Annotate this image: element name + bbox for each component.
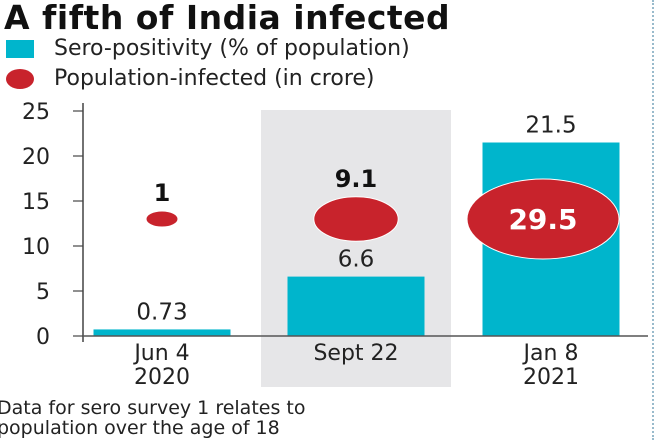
highlight-band <box>261 110 451 387</box>
y-tick-label: 15 <box>22 190 50 215</box>
legend-swatch-circle <box>6 68 34 89</box>
legend-swatch-bar <box>6 39 34 58</box>
footnote-line: Data for sero survey 1 relates to <box>0 397 306 419</box>
bar-value-label: 6.6 <box>338 247 375 273</box>
y-tick-label: 25 <box>22 100 50 125</box>
y-tick-label: 5 <box>36 280 50 305</box>
legend-label-circle: Population-infected (in crore) <box>54 66 375 91</box>
circle-infected-2 <box>466 178 620 260</box>
bar-sero-1 <box>287 276 425 336</box>
x-tick-label: Jan 8 <box>522 341 579 366</box>
circle-value-label: 9.1 <box>335 165 378 193</box>
x-tick-label-year: 2020 <box>134 365 190 390</box>
x-tick-label: Jun 4 <box>132 341 189 366</box>
page-edge <box>652 0 660 440</box>
y-tick-label: 0 <box>36 325 50 350</box>
circle-value-label: 29.5 <box>508 203 577 236</box>
bar-sero-0 <box>93 329 231 336</box>
bar-value-label: 0.73 <box>136 299 187 325</box>
x-tick-label: Sept 22 <box>313 341 398 366</box>
circle-infected-0 <box>145 210 179 228</box>
footnote-line: population over the age of 18 <box>0 417 280 439</box>
x-tick-label-year: 2021 <box>523 365 579 390</box>
circle-infected-1 <box>313 196 399 242</box>
chart-title: A fifth of India infected <box>4 0 451 37</box>
footnote: Data for sero survey 1 relates to popula… <box>0 398 305 438</box>
y-tick-label: 20 <box>22 145 50 170</box>
circle-value-label: 1 <box>154 179 171 207</box>
legend-label-bar: Sero-positivity (% of population) <box>54 36 410 61</box>
bar-value-label: 21.5 <box>525 113 576 139</box>
y-tick-label: 10 <box>22 235 50 260</box>
legend-item-sero: Sero-positivity (% of population) <box>6 36 410 61</box>
legend-item-infected: Population-infected (in crore) <box>6 66 375 91</box>
